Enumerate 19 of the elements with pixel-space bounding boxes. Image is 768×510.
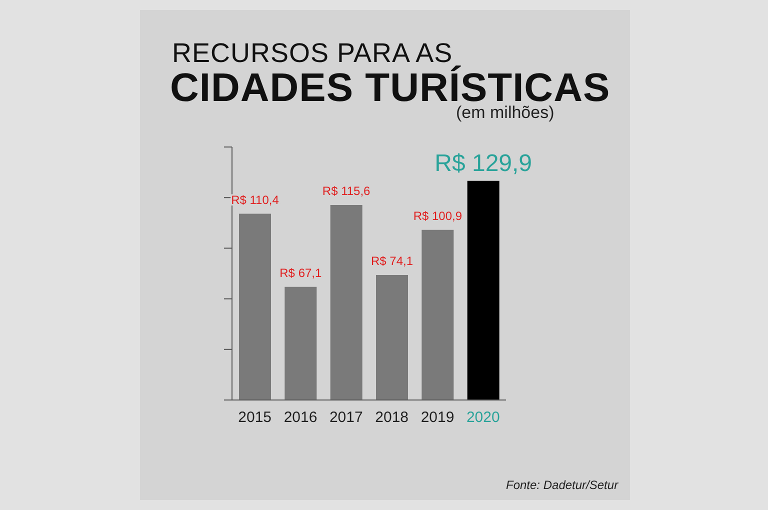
x-tick-label: 2019 <box>420 409 454 426</box>
data-label: R$ 100,9 <box>413 208 462 223</box>
bar <box>239 214 271 400</box>
data-label: R$ 129,9 <box>434 150 532 177</box>
data-label: R$ 115,6 <box>322 184 371 198</box>
bar <box>467 180 500 400</box>
x-tick-label: 2015 <box>238 409 272 426</box>
x-tick-label: 2020 <box>466 409 500 426</box>
source-note: Fonte: Dadetur/Setur <box>506 478 618 492</box>
bar <box>376 275 408 400</box>
data-label: R$ 67,1 <box>280 266 322 280</box>
bar <box>422 230 454 400</box>
bar <box>284 286 317 400</box>
x-tick-label: 2017 <box>329 409 363 426</box>
x-tick-label: 2018 <box>375 409 409 426</box>
x-tick-label: 2016 <box>284 409 318 426</box>
data-label: R$ 74,1 <box>370 254 414 268</box>
bar <box>330 205 362 400</box>
chart-title: RECURSOS PARA AS <box>172 38 453 68</box>
